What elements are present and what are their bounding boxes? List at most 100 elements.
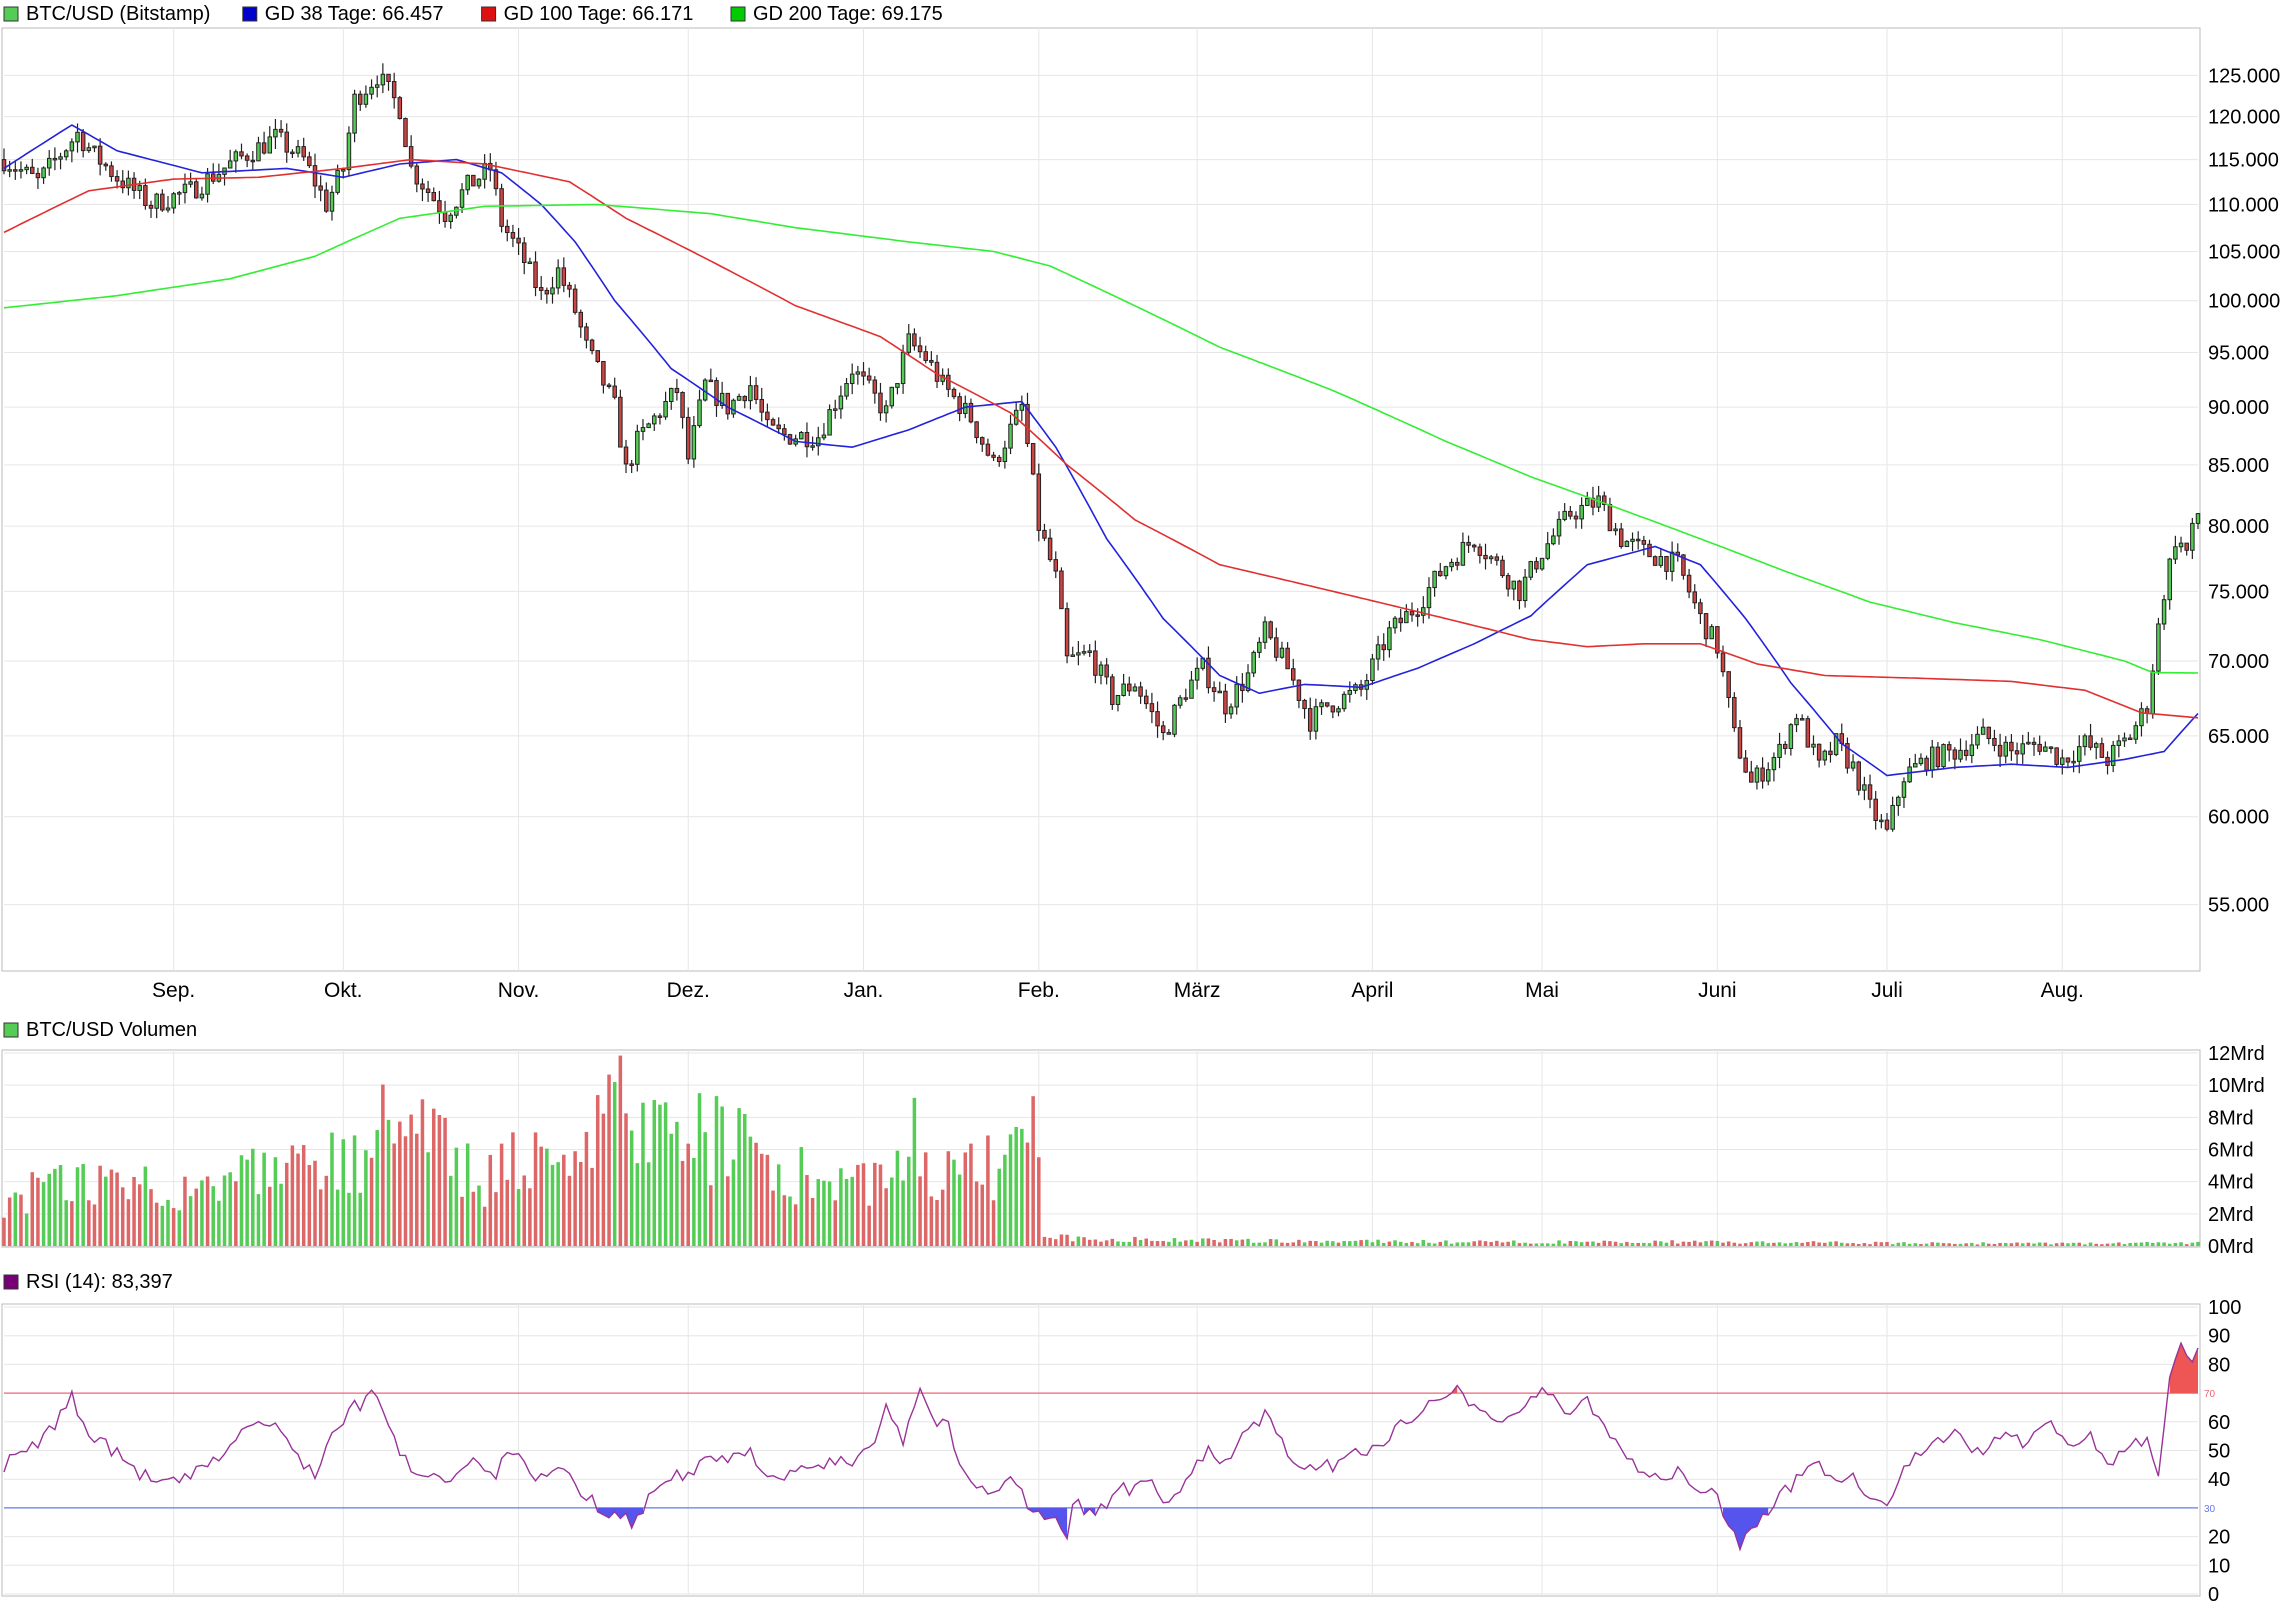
volume-bar [2173,1242,2178,1246]
volume-bar [1415,1243,1420,1246]
volume-bar [1766,1243,1771,1246]
candle-body [1822,750,1828,761]
volume-bar [1862,1243,1867,1246]
candle-body [290,151,295,155]
candle-body [1828,750,1833,756]
volume-bar [522,1175,526,1246]
volume-bar [669,1133,674,1246]
candle-body [374,84,380,88]
price-x-tick: März [1174,979,1221,1002]
volume-y-tick: 8Mrd [2208,1107,2254,1129]
volume-bar [1308,1240,1312,1246]
volume-bar [194,1188,199,1246]
candle-body [1771,756,1777,771]
volume-bar [1280,1242,1284,1246]
candle-body [748,385,753,402]
candle-body [2099,743,2105,758]
candle-body [1929,746,1935,771]
candle-body [1754,767,1760,783]
candle-body [1471,544,1477,548]
volume-bar [1907,1243,1912,1246]
volume-bar [1506,1241,1510,1246]
candle-body [1528,561,1534,578]
volume-bar [1811,1241,1816,1246]
volume-bar [1625,1241,1629,1246]
candle-body [736,395,742,401]
volume-bar [1025,1142,1030,1246]
volume-bar [805,1175,809,1246]
volume-bar [601,1113,606,1246]
candle-body [844,383,849,397]
volume-bar [1093,1239,1098,1246]
volume-bar [1992,1243,1997,1246]
volume-bar [1319,1242,1324,1246]
volume-y-axis: 12Mrd 10Mrd 8Mrd 6Mrd 4Mrd 2Mrd 0Mrd [2208,1043,2265,1258]
candle-body [1850,761,1856,769]
volume-bar [884,1188,888,1246]
volume-bar [912,1097,917,1246]
volume-bar [1924,1243,1929,1246]
volume-bar [330,1132,334,1246]
candle-body [1466,541,1471,546]
candle-body [2054,747,2059,765]
volume-bar [579,1162,583,1246]
rsi-y-tick: 10 [2208,1555,2230,1577]
price-y-tick: 115.000 [2208,150,2279,172]
candle-body [160,193,165,211]
volume-bar [1512,1240,1516,1246]
candle-body [991,454,996,458]
volume-bar [1828,1241,1833,1246]
candle-body [1132,686,1138,692]
candle-body [1568,510,1573,517]
volume-bar [228,1172,232,1246]
rsi-y-tick: 90 [2208,1326,2230,1348]
volume-bar [471,1191,476,1246]
volume-bar [646,1162,651,1246]
candle-body [1370,658,1375,682]
candle-body [1375,644,1381,660]
candle-body [1121,683,1126,697]
candle-body [1681,554,1686,576]
legend-label-0: BTC/USD (Bitstamp) [26,3,210,25]
candle-body [1228,706,1234,715]
volume-bar [465,1143,470,1246]
rsi-overbought-label: 70 [2204,1389,2216,1400]
candle-body [1302,699,1307,710]
volume-bar [92,1204,97,1246]
volume-bar [726,1176,730,1246]
volume-bar [2088,1242,2093,1246]
candle-body [63,150,69,158]
volume-bar [1054,1239,1058,1246]
candle-body [2161,599,2167,625]
rsi-grid [4,1304,2198,1595]
candle-body [1879,819,1884,823]
candle-body [437,200,442,213]
candle-body [2178,542,2184,548]
candle-body [1952,749,1958,760]
candle-body [1641,540,1647,545]
candle-body [606,384,612,388]
candle-body [2093,743,2099,748]
volume-bar [714,1096,719,1246]
candle-body [883,405,889,414]
volume-bar [844,1178,849,1246]
volume-bar [75,1167,80,1246]
candle-body [1500,559,1505,577]
volume-bar [2156,1242,2161,1246]
candle-body [810,445,815,448]
volume-bar [2184,1244,2189,1246]
candle-body [1240,683,1245,692]
candle-body [1279,647,1285,658]
volume-bar [692,1157,696,1246]
volume-bar [1008,1134,1013,1246]
price-y-tick: 90.000 [2208,397,2269,419]
candle-body [1042,529,1047,539]
volume-bar [771,1190,775,1246]
volume-bar [426,1152,430,1246]
candle-body [1341,693,1347,710]
candle-body [2031,741,2037,745]
volume-y-tick: 6Mrd [2208,1140,2254,1162]
candle-body [143,185,148,206]
candle-body [1935,746,1941,768]
